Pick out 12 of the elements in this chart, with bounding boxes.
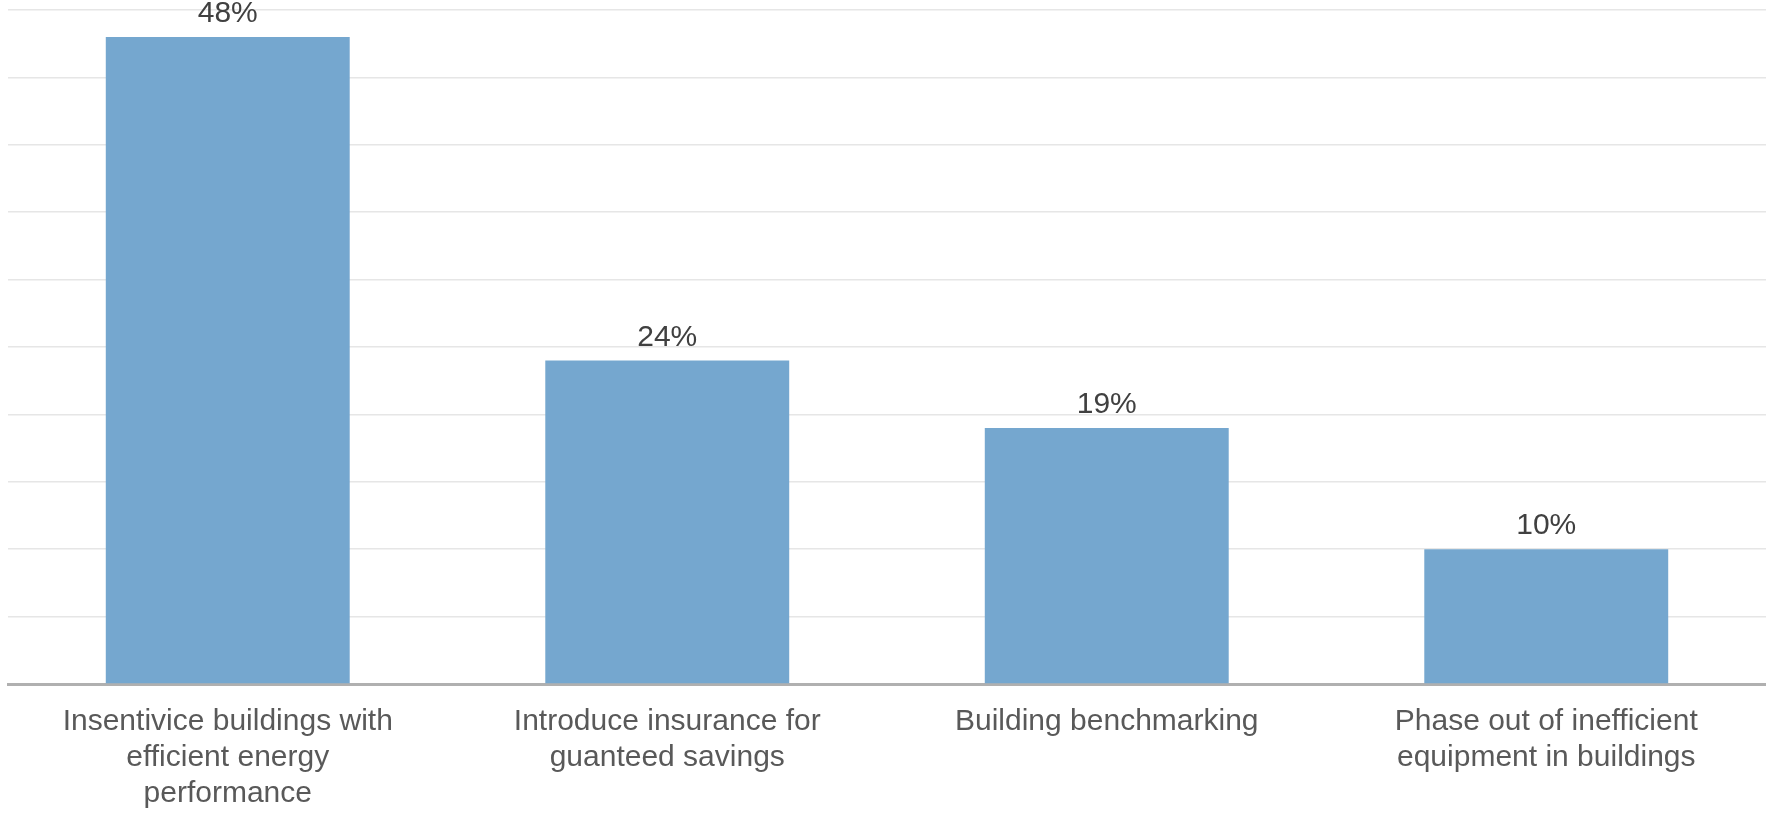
x-tick-label: Introduce insurance for guanteed savings (513, 703, 821, 773)
x-tick-label: Phase out of inefficient equipment in buildings (1394, 703, 1699, 773)
bar (1424, 549, 1669, 684)
data-label: 24% (637, 318, 698, 352)
data-label: 48% (197, 0, 258, 29)
data-label: 10% (1516, 507, 1577, 541)
bar (545, 360, 790, 684)
bar (984, 427, 1229, 684)
x-tick-label: Building benchmarking (954, 703, 1259, 737)
data-label: 19% (1076, 386, 1137, 420)
bar (105, 36, 350, 684)
x-tick-label: Insentivice buildings with efficient energy performance (62, 703, 393, 809)
